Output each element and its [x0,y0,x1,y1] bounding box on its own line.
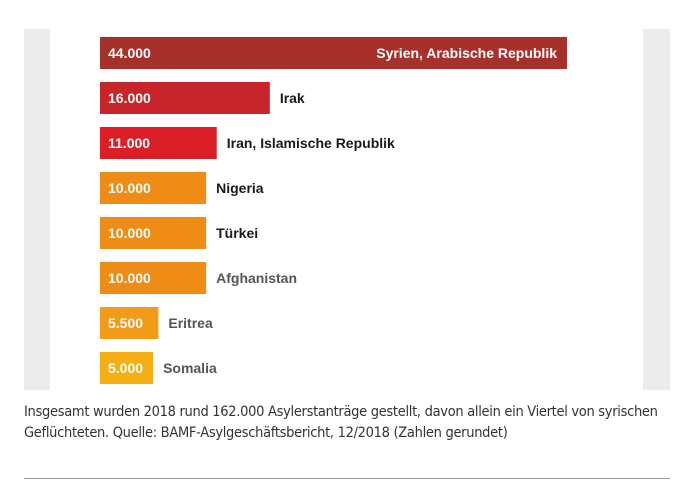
bar-group: 10.000 Nigeria [100,172,264,204]
bar [100,352,154,384]
bar [100,262,207,294]
bar-group: 5.500 Eritrea [100,307,213,339]
bar [100,307,159,339]
category-label: Türkei [216,225,258,241]
bar [100,82,270,114]
value-label: 5.500 [108,315,143,331]
value-label: 16.000 [108,90,151,106]
bar [100,172,207,204]
bar-group: 5.000 Somalia [100,352,217,384]
bar-group: 16.000 Irak [100,82,305,114]
bar-group: 11.000 Iran, Islamische Republik [100,127,395,159]
category-label: Iran, Islamische Republik [227,135,395,151]
bar-group: 10.000 Afghanistan [100,262,297,294]
bar [100,127,217,159]
category-label: Somalia [163,360,217,376]
chart-area: 44.000 Syrien, Arabische Republik 16.000 Ir… [50,29,643,390]
chart-caption: Insgesamt wurden 2018 rund 162.000 Asyle… [24,404,658,441]
bar [100,217,207,249]
category-label: Irak [280,90,305,106]
bar [100,37,567,69]
category-label: Afghanistan [216,270,297,286]
chart-panel: 44.000 Syrien, Arabische Republik 16.000 Ir… [24,29,670,390]
value-label: 44.000 [108,45,151,61]
bar-chart: 44.000 Syrien, Arabische Republik 16.000 Ir… [100,37,567,384]
category-label: Nigeria [216,180,264,196]
bar-group: 44.000 Syrien, Arabische Republik [100,37,567,69]
value-label: 5.000 [108,360,143,376]
value-label: 10.000 [108,180,151,196]
bar-group: 10.000 Türkei [100,217,258,249]
value-label: 10.000 [108,270,151,286]
value-label: 11.000 [108,135,150,151]
category-label: Eritrea [168,315,213,331]
category-label: Syrien, Arabische Republik [376,45,557,61]
value-label: 10.000 [108,225,151,241]
divider [24,478,670,479]
